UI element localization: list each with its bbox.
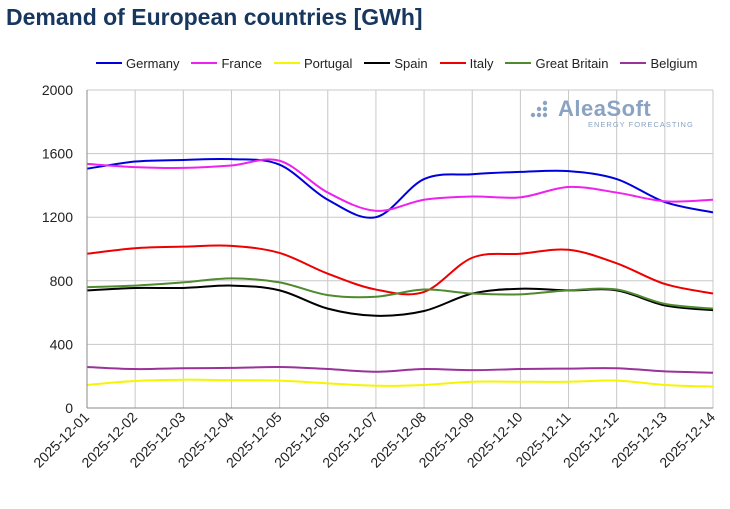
legend-item-belgium: Belgium bbox=[620, 56, 697, 71]
chart-title: Demand of European countries [GWh] bbox=[6, 4, 423, 30]
legend-label: Germany bbox=[126, 55, 180, 71]
series-line-germany bbox=[86, 157, 714, 219]
legend-swatch bbox=[96, 62, 122, 64]
legend-label: Portugal bbox=[303, 55, 353, 71]
grid-lines bbox=[86, 89, 714, 409]
legend-label: Great Britain bbox=[535, 55, 609, 71]
legend-item-portugal: Portugal bbox=[273, 55, 353, 71]
legend-item-spain: Spain bbox=[364, 55, 428, 71]
aleasoft-watermark: AleaSoft ENERGY FORECASTING bbox=[530, 96, 693, 129]
legend-swatch bbox=[620, 62, 647, 64]
y-tick-label: 1200 bbox=[42, 209, 73, 225]
y-tick-label: 0 bbox=[65, 400, 73, 416]
series-lines bbox=[86, 157, 714, 388]
watermark-subtitle: ENERGY FORECASTING bbox=[588, 120, 694, 129]
y-tick-label: 400 bbox=[50, 336, 74, 352]
axes bbox=[86, 90, 713, 409]
legend-label: France bbox=[221, 55, 262, 71]
y-tick-label: 800 bbox=[50, 273, 74, 289]
legend-label: Belgium bbox=[650, 55, 698, 71]
legend-swatch bbox=[364, 62, 391, 64]
legend-swatch bbox=[505, 62, 532, 64]
y-tick-label: 1600 bbox=[42, 146, 73, 162]
legend-item-germany: Germany bbox=[96, 56, 179, 71]
legend-swatch bbox=[191, 62, 218, 64]
legend-swatch bbox=[439, 62, 466, 64]
x-tick-labels: 2025-12-012025-12-022025-12-032025-12-04… bbox=[30, 409, 718, 471]
series-line-france bbox=[86, 158, 714, 212]
watermark-name: AleaSoft bbox=[558, 96, 652, 121]
legend-item-france: France bbox=[191, 55, 262, 71]
series-line-great-britain bbox=[86, 277, 714, 310]
aleasoft-logo-icon bbox=[530, 100, 548, 118]
y-tick-label: 2000 bbox=[42, 82, 73, 98]
series-line-belgium bbox=[86, 365, 714, 374]
series-line-portugal bbox=[86, 378, 714, 388]
legend-item-great-britain: Great Britain bbox=[505, 56, 608, 71]
y-tick-labels: 0 400 800 1200 1600 2000 bbox=[42, 82, 73, 416]
legend-label: Italy bbox=[469, 55, 494, 71]
legend-swatch bbox=[273, 62, 300, 64]
chart-legend: Germany France Portugal Spain Italy Great Bri… bbox=[96, 54, 697, 72]
legend-item-italy: Italy bbox=[439, 55, 494, 71]
legend-label: Spain bbox=[394, 55, 428, 71]
